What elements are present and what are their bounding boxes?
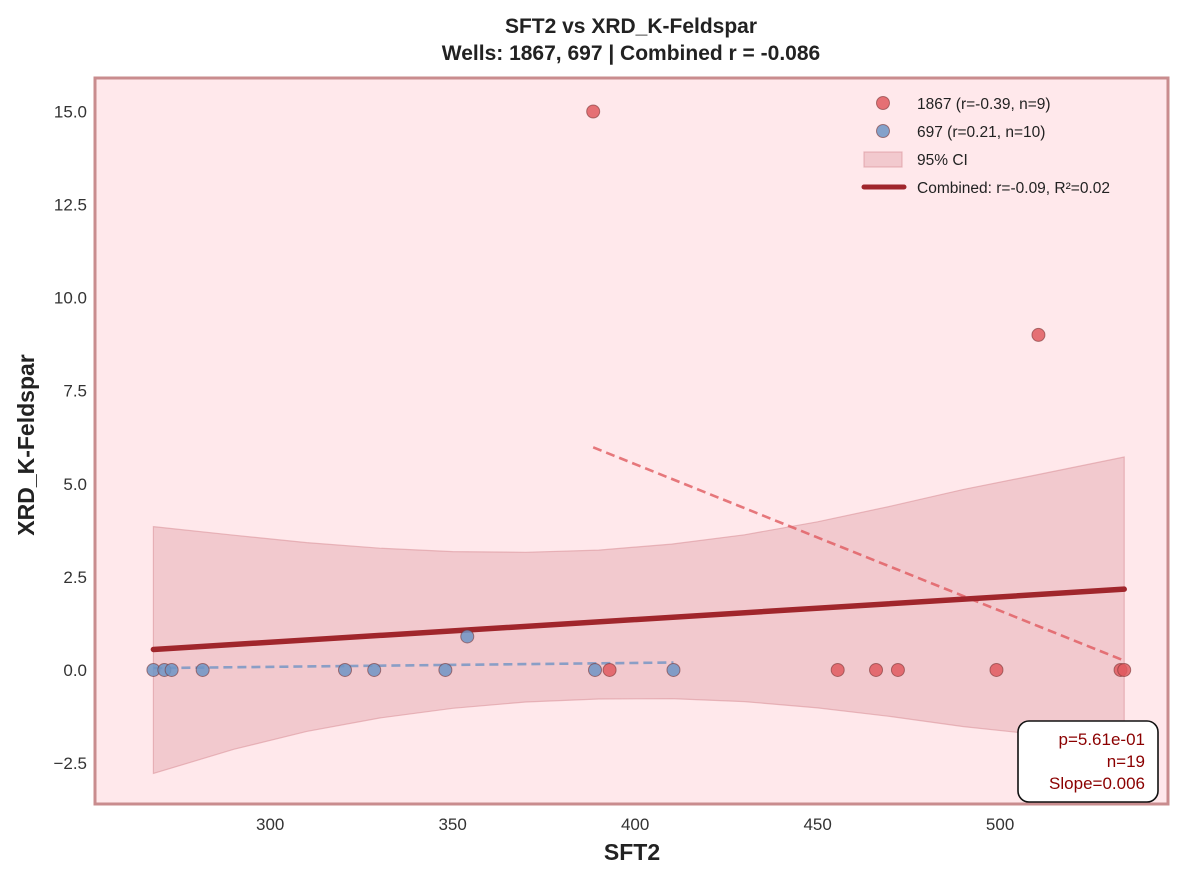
series-2-point: [164, 662, 179, 677]
series-2-point: [460, 629, 475, 644]
series-2-point: [195, 662, 210, 677]
series-1-point: [830, 662, 845, 677]
y-tick-label: 5.0: [63, 475, 87, 494]
series-2-point: [666, 662, 681, 677]
series-1-point: [602, 662, 617, 677]
legend-label-series-1: 1867 (r=-0.39, n=9): [917, 96, 1051, 113]
series-2-fit-line: [153, 661, 674, 670]
y-tick-label: −2.5: [53, 754, 87, 773]
x-tick-label: 400: [621, 815, 649, 834]
y-axis-label: XRD_K-Feldspar: [13, 354, 39, 536]
series-1-point: [1031, 327, 1046, 342]
fit-line-layer: [150, 446, 1127, 670]
stats-box-frame: [1017, 720, 1159, 803]
series-2-point: [367, 662, 382, 677]
chart-subtitle: Wells: 1867, 697 | Combined r = -0.086: [442, 42, 820, 65]
legend: 1867 (r=-0.39, n=9) 697 (r=0.21, n=10) 95%…: [861, 96, 1110, 197]
y-tick-label: 7.5: [63, 382, 87, 401]
plot-frame: [93, 76, 1170, 806]
x-tick-label: 500: [986, 815, 1014, 834]
series-2-point: [338, 662, 353, 677]
combined-regression-line: [150, 586, 1127, 653]
x-tick-label: 350: [438, 815, 466, 834]
series-2-point: [438, 662, 453, 677]
x-tick-label: 300: [256, 815, 284, 834]
legend-label-ci: 95% CI: [917, 152, 968, 169]
stats-p-value: p=5.61e-01: [1059, 730, 1146, 749]
legend-label-combined: Combined: r=-0.09, R²=0.02: [917, 180, 1110, 197]
chart-title: SFT2 vs XRD_K-Feldspar: [505, 15, 757, 38]
plot-area: [95, 78, 1168, 804]
series-1-point: [890, 662, 905, 677]
y-tick-label: 15.0: [54, 103, 87, 122]
series-1-fit-line: [592, 446, 1125, 662]
x-axis: 300 350 400 450 500: [256, 815, 1014, 834]
y-axis: −2.5 0.0 2.5 5.0 7.5 10.0 12.5 15.0: [53, 103, 87, 774]
stats-box: p=5.61e-01 n=19 Slope=0.006: [1017, 720, 1159, 803]
series-1-point: [1117, 662, 1132, 677]
points-layer: [146, 104, 1132, 677]
stats-n: n=19: [1107, 752, 1145, 771]
y-tick-label: 0.0: [63, 661, 87, 680]
series-1-point: [989, 662, 1004, 677]
legend-marker-ci: [863, 151, 903, 168]
series-1-point: [586, 104, 601, 119]
legend-marker-series-2: [876, 124, 890, 138]
legend-label-series-2: 697 (r=0.21, n=10): [917, 124, 1045, 141]
y-tick-label: 12.5: [54, 196, 87, 215]
series-2-point: [588, 662, 603, 677]
x-axis-label: SFT2: [604, 839, 660, 865]
y-tick-label: 10.0: [54, 289, 87, 308]
legend-marker-series-1: [876, 96, 890, 110]
y-tick-label: 2.5: [63, 568, 87, 587]
stats-slope: Slope=0.006: [1049, 774, 1145, 793]
x-tick-label: 450: [803, 815, 831, 834]
series-1-point: [869, 662, 884, 677]
